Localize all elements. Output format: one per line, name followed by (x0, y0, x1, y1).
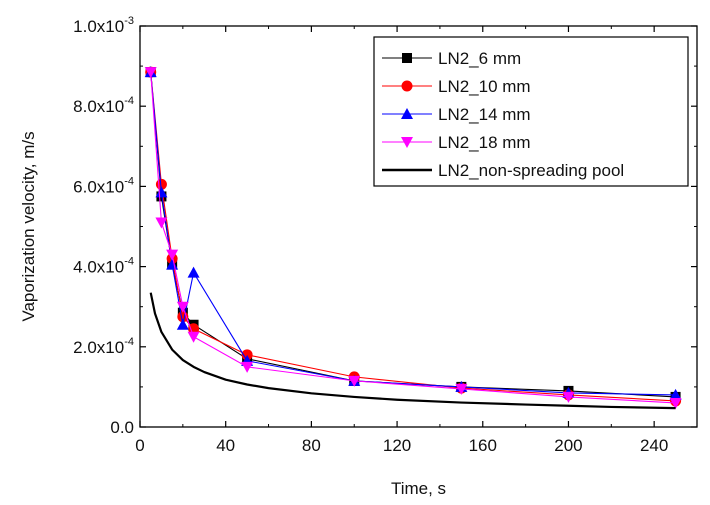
y-tick-label: 6.0x10-4 (73, 175, 134, 196)
series-line (150, 72, 676, 404)
legend-marker (401, 80, 413, 92)
legend-entry: LN2_14 mm (382, 105, 531, 124)
data-point (188, 323, 200, 335)
legend-label: LN2_18 mm (438, 133, 531, 152)
plot-area (144, 66, 682, 410)
x-axis-title: Time, s (391, 479, 446, 498)
y-tick-label: 1.0x10-3 (73, 15, 134, 36)
legend-marker (401, 108, 413, 119)
legend-label: LN2_14 mm (438, 105, 531, 124)
x-tick-label: 240 (640, 436, 668, 455)
y-tick-label: 8.0x10-4 (73, 95, 134, 116)
y-axis-title: Vaporization velocity, m/s (19, 131, 38, 321)
data-point (155, 217, 168, 229)
data-point (144, 67, 157, 79)
legend-label: LN2_non-spreading pool (438, 161, 624, 180)
series-line (150, 72, 676, 396)
legend-entry: LN2_non-spreading pool (382, 161, 624, 180)
data-point (187, 331, 200, 343)
data-point (176, 301, 189, 313)
y-tick-label: 0.0 (110, 418, 134, 437)
series-line (150, 72, 676, 402)
data-point (455, 383, 468, 395)
data-point (187, 266, 200, 278)
legend-entry: LN2_6 mm (382, 49, 521, 68)
legend-entry: LN2_18 mm (382, 133, 531, 152)
data-point (166, 249, 179, 261)
data-point (562, 391, 575, 403)
data-point (155, 186, 168, 198)
legend-label: LN2_6 mm (438, 49, 521, 68)
legend-marker (402, 53, 412, 63)
x-tick-label: 80 (302, 436, 321, 455)
legend-entry: LN2_10 mm (382, 77, 531, 96)
legend-box (373, 36, 689, 187)
legend-label: LN2_10 mm (438, 77, 531, 96)
x-tick-label: 0 (135, 436, 144, 455)
legend-marker (401, 137, 413, 148)
data-point (669, 397, 682, 409)
data-point (241, 349, 253, 361)
data-point (176, 318, 189, 330)
x-tick-label: 40 (216, 436, 235, 455)
data-point (348, 375, 361, 387)
y-tick-label: 4.0x10-4 (73, 256, 134, 277)
series-3 (144, 67, 682, 409)
data-point (669, 388, 682, 400)
x-tick-label: 200 (554, 436, 582, 455)
data-point (241, 361, 254, 373)
x-tick-label: 160 (469, 436, 497, 455)
x-tick-label: 120 (383, 436, 411, 455)
series-4 (149, 292, 676, 410)
y-tick-label: 2.0x10-4 (73, 336, 134, 357)
series-line (149, 292, 676, 410)
axes: 0 40 80 120 160 200 240 0.0 2.0x10-4 4.0x10-4 6.0x… (73, 15, 698, 455)
legend: LN2_6 mm LN2_10 mm LN2_14 mm LN2_18 mm LN2_n… (373, 36, 689, 187)
